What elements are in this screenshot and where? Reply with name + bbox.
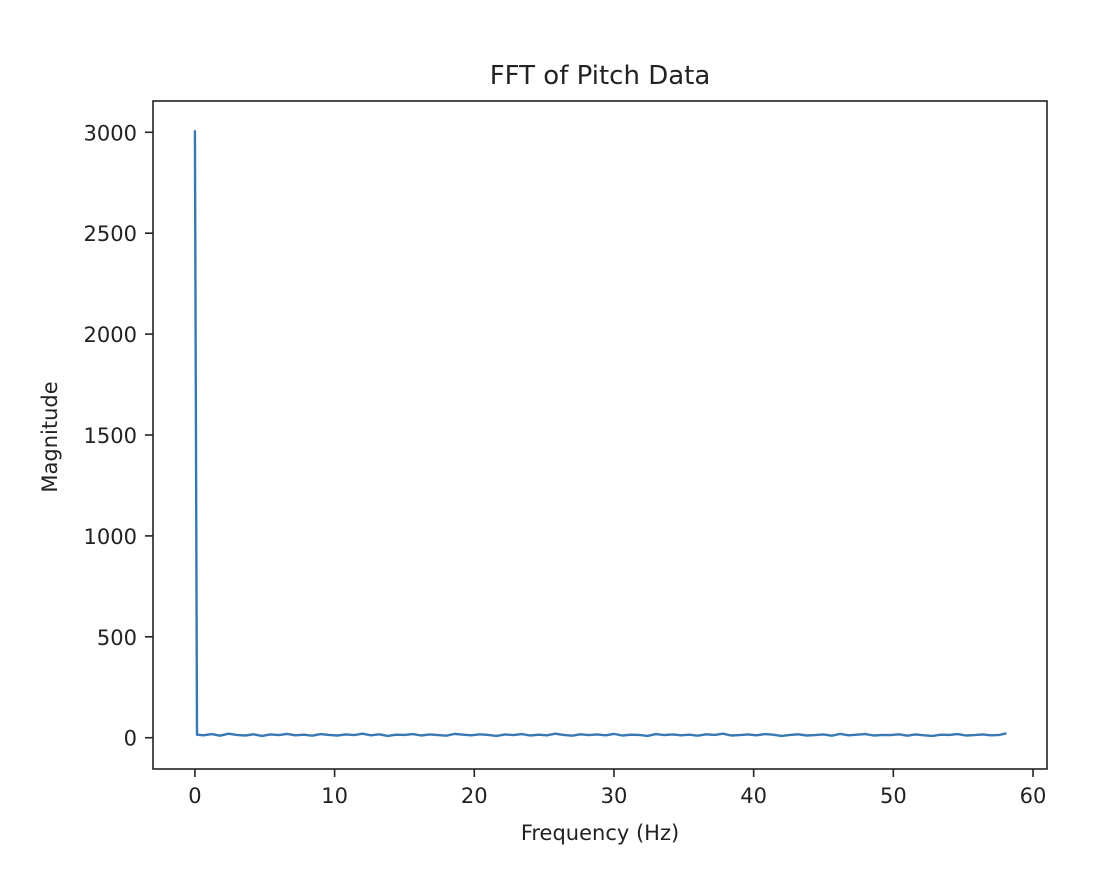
- x-tick-label: 10: [321, 784, 348, 808]
- x-tick-label: 40: [740, 784, 767, 808]
- y-tick-label: 2000: [84, 323, 137, 347]
- y-axis-label: Magnitude: [38, 381, 62, 492]
- y-tick-label: 500: [97, 626, 137, 650]
- x-tick-label: 50: [880, 784, 907, 808]
- y-tick-label: 1000: [84, 525, 137, 549]
- x-tick-label: 0: [188, 784, 201, 808]
- x-tick-label: 30: [601, 784, 628, 808]
- plot-frame: [152, 100, 1048, 770]
- y-tick-label: 0: [124, 727, 137, 751]
- y-tick-label: 1500: [84, 424, 137, 448]
- y-tick-label: 3000: [84, 121, 137, 145]
- x-tick-label: 20: [461, 784, 488, 808]
- chart-title: FFT of Pitch Data: [490, 61, 711, 91]
- series-line-0: [193, 130, 1007, 738]
- plot-area: [193, 130, 1007, 738]
- x-axis-label: Frequency (Hz): [521, 821, 679, 845]
- y-tick-label: 2500: [84, 222, 137, 246]
- y-axis: 0 500 1000 1500 2000 2500 3000: [84, 121, 153, 751]
- x-axis: 0 10 20 30 40 50 60: [188, 769, 1046, 808]
- x-tick-label: 60: [1020, 784, 1047, 808]
